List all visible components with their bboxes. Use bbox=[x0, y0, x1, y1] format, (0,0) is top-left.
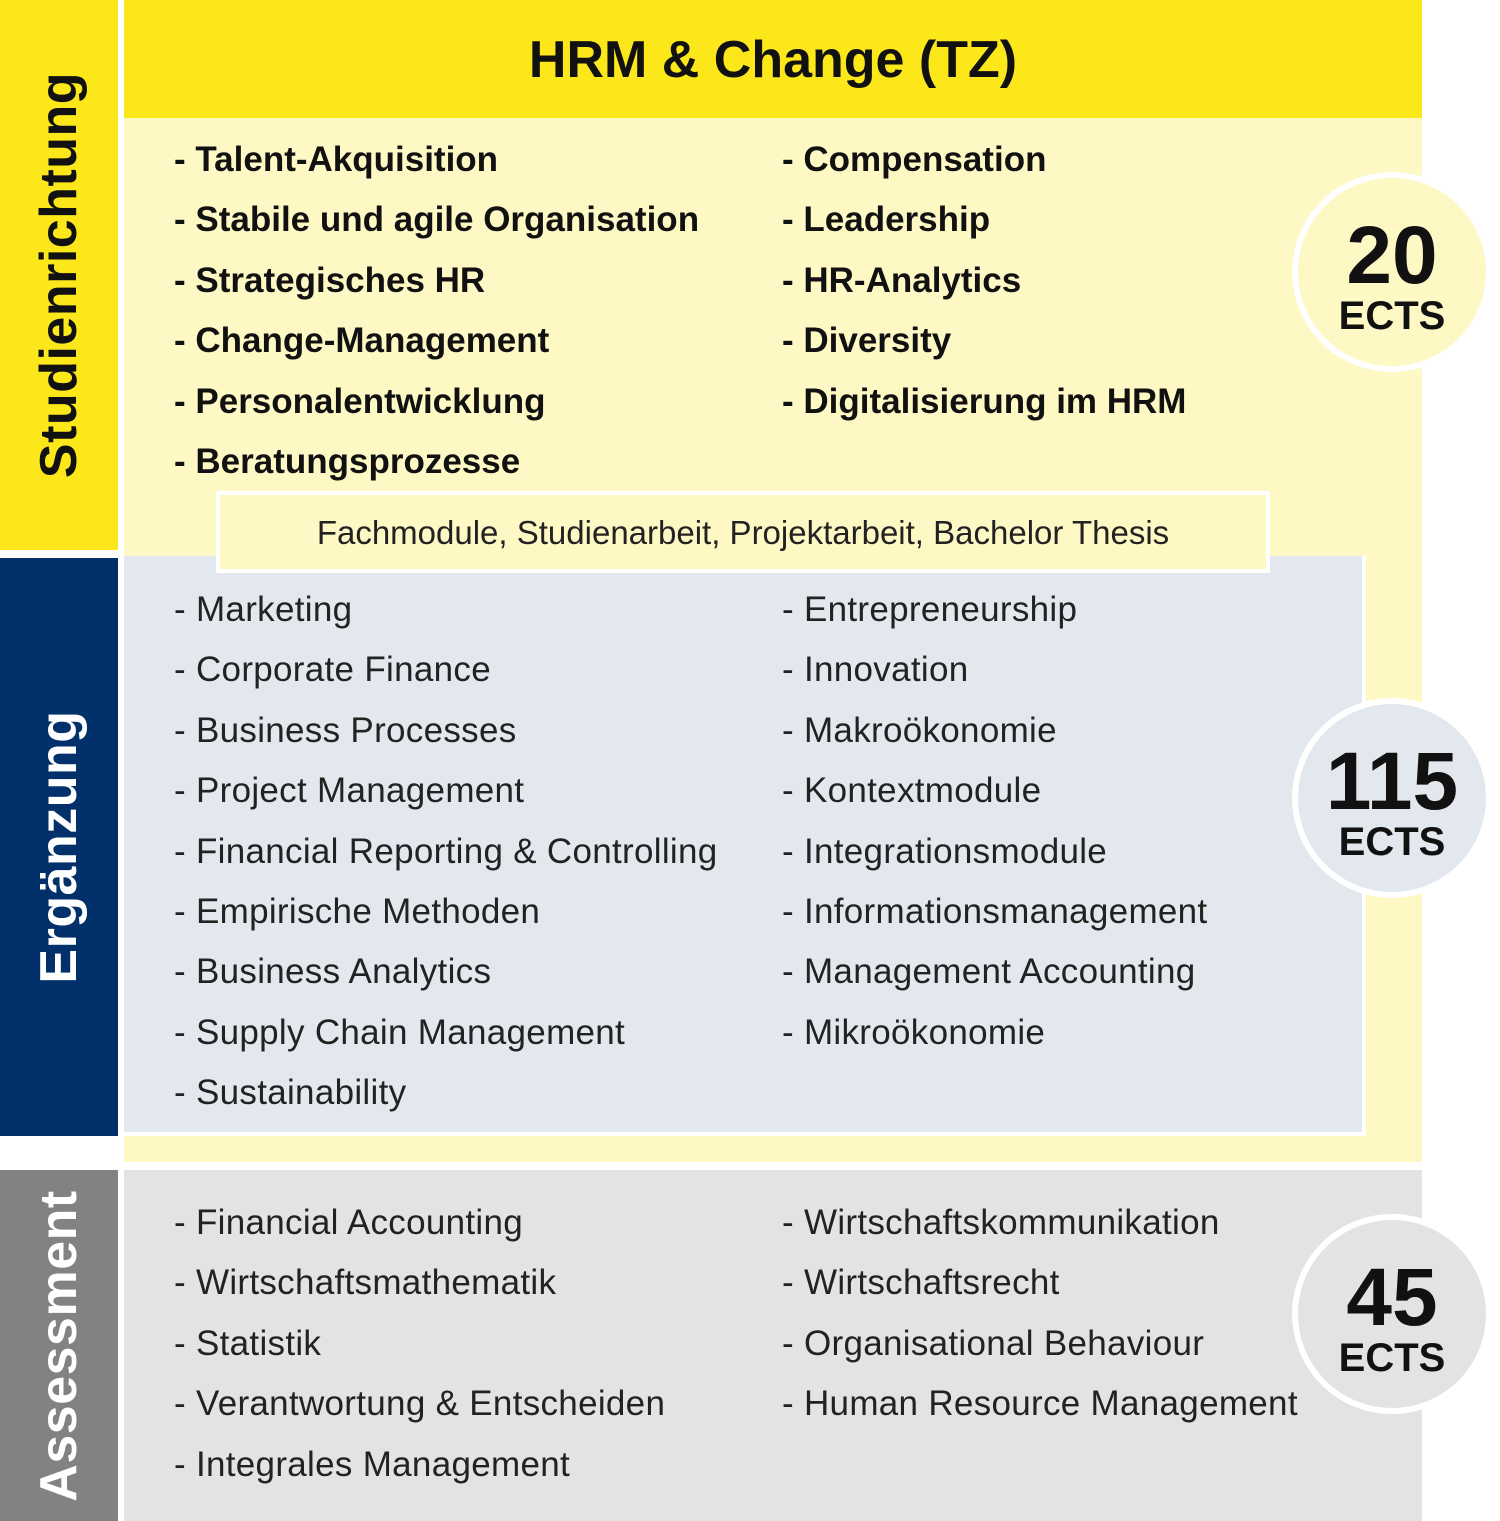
list-item: - Business Analytics bbox=[174, 952, 492, 992]
page-title: HRM & Change (TZ) bbox=[528, 31, 1018, 89]
ects-badge-studienrichtung: 20 ECTS bbox=[1292, 172, 1492, 372]
list-item: - Entrepreneurship bbox=[782, 590, 1078, 629]
list-item: - Business Processes bbox=[174, 710, 517, 750]
fachmodule-box: Fachmodule, Studienarbeit, Projektarbeit… bbox=[216, 491, 1270, 573]
title-bar: HRM & Change (TZ) bbox=[124, 0, 1422, 118]
band-ergaenzung: Ergänzung bbox=[0, 558, 118, 1136]
list-item: - Financial Reporting & Controlling bbox=[174, 831, 718, 871]
studienrichtung-list-left: - Talent-Akquisition - Stabile und agile… bbox=[174, 130, 699, 492]
band-label-studienrichtung: Studienrichtung bbox=[30, 71, 88, 479]
list-item: - Stabile und agile Organisation bbox=[174, 200, 700, 240]
list-item: - Informationsmanagement bbox=[782, 891, 1208, 931]
ects-unit: ECTS bbox=[1338, 1336, 1446, 1380]
list-item: - Mikroökonomie bbox=[782, 1012, 1046, 1052]
list-item: - Makroökonomie bbox=[782, 710, 1057, 750]
assessment-panel bbox=[124, 1170, 1422, 1521]
studienrichtung-list-right: - Compensation - Leadership - HR-Analyti… bbox=[782, 130, 1186, 432]
list-item: - Organisational Behaviour bbox=[782, 1323, 1205, 1363]
list-item: - Kontextmodule bbox=[782, 771, 1042, 811]
list-item: - Wirtschaftsmathematik bbox=[174, 1263, 557, 1303]
list-item: - Innovation bbox=[782, 650, 969, 690]
list-item: - Human Resource Management bbox=[782, 1384, 1298, 1424]
ergaenzung-list-left: - Marketing - Corporate Finance - Busine… bbox=[174, 580, 718, 1124]
list-item: - Sustainability bbox=[174, 1073, 407, 1113]
list-item: - Talent-Akquisition bbox=[174, 140, 499, 179]
list-item: - Financial Accounting bbox=[174, 1203, 524, 1242]
fachmodule-label: Fachmodule, Studienarbeit, Projektarbeit… bbox=[316, 514, 1170, 551]
list-item: - Wirtschaftsrecht bbox=[782, 1263, 1060, 1303]
ergaenzung-list-right: - Entrepreneurship - Innovation - Makroö… bbox=[782, 580, 1207, 1063]
list-item: - Digitalisierung im HRM bbox=[782, 381, 1187, 421]
band-studienrichtung: Studienrichtung bbox=[0, 0, 118, 550]
list-item: - Change-Management bbox=[174, 321, 550, 361]
band-assessment: Assessment bbox=[0, 1170, 118, 1521]
ects-badge-ergaenzung: 115 ECTS bbox=[1292, 698, 1492, 898]
list-item: - Marketing bbox=[174, 590, 353, 629]
list-item: - HR-Analytics bbox=[782, 260, 1022, 300]
list-item: - Diversity bbox=[782, 321, 952, 361]
list-item: - Project Management bbox=[174, 771, 525, 811]
ects-value: 20 bbox=[1346, 210, 1438, 301]
list-item: - Strategisches HR bbox=[174, 260, 486, 300]
assessment-list-right: - Wirtschaftskommunikation - Wirtschafts… bbox=[782, 1193, 1298, 1435]
list-item: - Statistik bbox=[174, 1323, 322, 1363]
list-item: - Corporate Finance bbox=[174, 650, 491, 690]
list-item: - Verantwortung & Entscheiden bbox=[174, 1384, 666, 1424]
list-item: - Beratungsprozesse bbox=[174, 441, 521, 481]
list-item: - Compensation bbox=[782, 140, 1047, 179]
list-item: - Empirische Methoden bbox=[174, 891, 541, 931]
ects-unit: ECTS bbox=[1338, 294, 1446, 338]
ects-value: 115 bbox=[1325, 736, 1459, 827]
band-label-ergaenzung: Ergänzung bbox=[30, 710, 88, 984]
list-item: - Integrationsmodule bbox=[782, 831, 1108, 871]
ects-value: 45 bbox=[1346, 1252, 1438, 1343]
list-item: - Supply Chain Management bbox=[174, 1012, 626, 1052]
list-item: - Integrales Management bbox=[174, 1444, 571, 1484]
list-item: - Wirtschaftskommunikation bbox=[782, 1203, 1220, 1242]
band-label-assessment: Assessment bbox=[30, 1189, 88, 1502]
list-item: - Leadership bbox=[782, 200, 991, 240]
ects-unit: ECTS bbox=[1338, 820, 1446, 864]
list-item: - Personalentwicklung bbox=[174, 381, 546, 421]
list-item: - Management Accounting bbox=[782, 952, 1196, 992]
assessment-list-left: - Financial Accounting - Wirtschaftsmath… bbox=[174, 1193, 665, 1495]
ergaenzung-panel bbox=[124, 556, 1366, 1136]
ects-badge-assessment: 45 ECTS bbox=[1292, 1214, 1492, 1414]
